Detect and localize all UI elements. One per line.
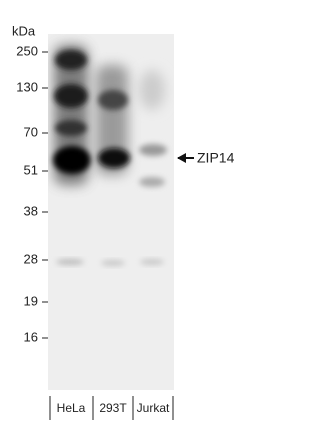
marker-label: 16 <box>24 329 38 344</box>
marker-label: 28 <box>24 251 38 266</box>
western-blot-figure: kDa ZIP14 250 130 70 51 38 28 19 16 HeLa 293T Jurk… <box>12 23 235 420</box>
unit-label: kDa <box>12 23 36 38</box>
band <box>54 84 88 108</box>
band <box>53 146 91 174</box>
marker-label: 19 <box>24 293 38 308</box>
smear <box>139 70 165 110</box>
band <box>139 177 165 187</box>
band <box>101 260 125 266</box>
arrow-head <box>177 153 186 163</box>
lane-label: 293T <box>99 401 127 415</box>
band <box>56 259 84 265</box>
lane-label: Jurkat <box>137 401 170 415</box>
band <box>55 50 87 70</box>
marker-label: 250 <box>16 43 38 58</box>
band <box>98 90 128 110</box>
blot-bands <box>53 45 167 266</box>
marker-label: 38 <box>24 203 38 218</box>
marker-label: 70 <box>24 124 38 139</box>
target-label: ZIP14 <box>197 150 235 166</box>
band <box>139 144 167 156</box>
lane-label: HeLa <box>57 401 86 415</box>
band <box>55 120 87 136</box>
marker-label: 130 <box>16 79 38 94</box>
marker-label: 51 <box>24 162 38 177</box>
band <box>140 259 164 265</box>
band <box>98 148 130 168</box>
